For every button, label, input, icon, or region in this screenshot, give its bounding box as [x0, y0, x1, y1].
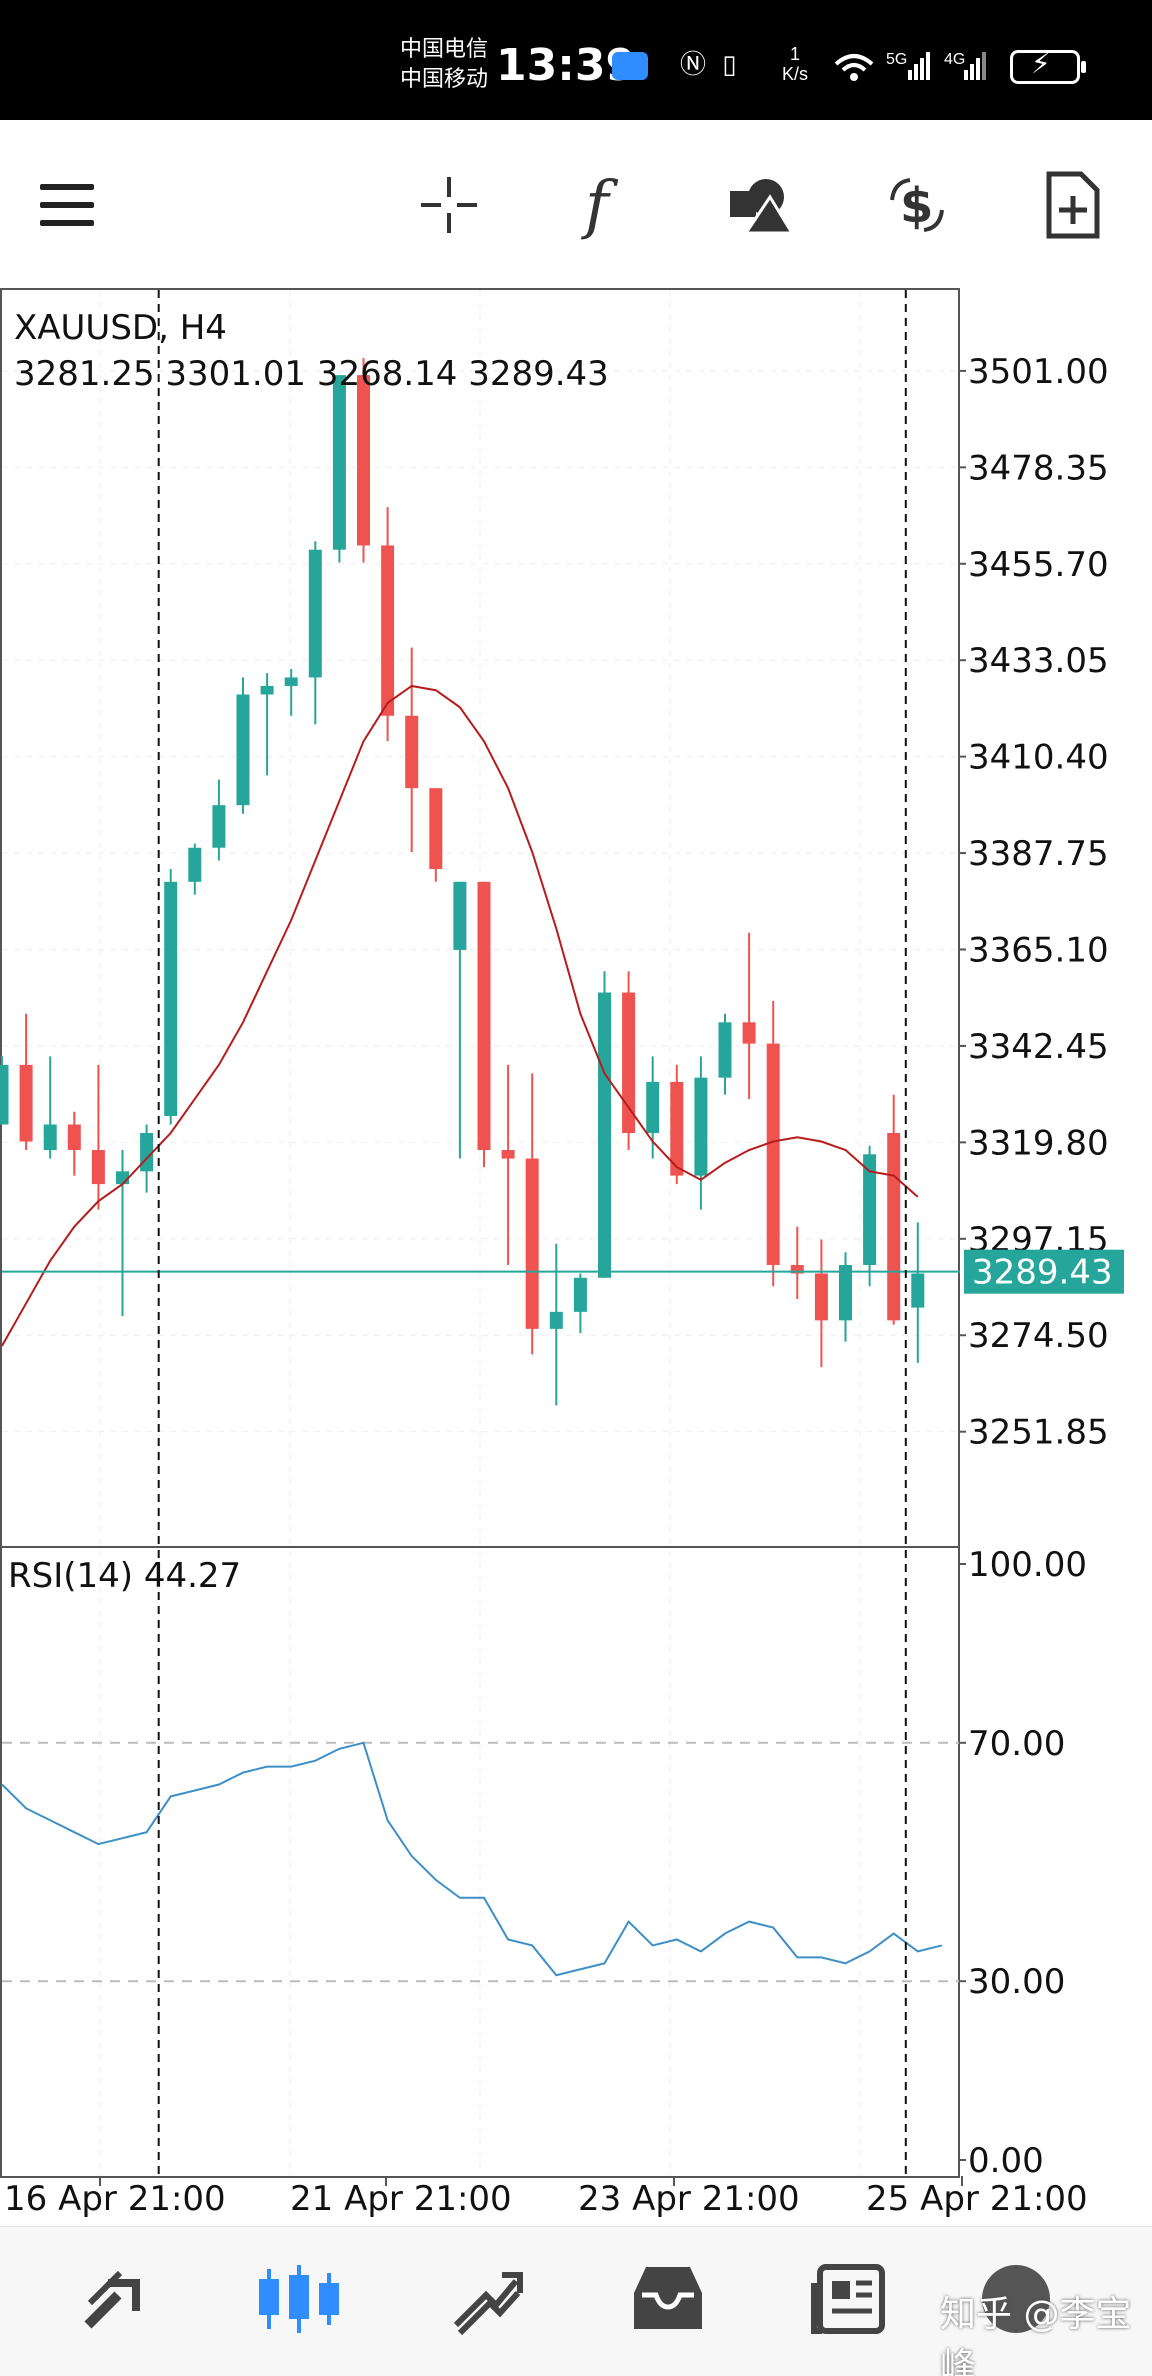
candle-body	[188, 847, 202, 882]
price-chart[interactable]: 3501.00 3478.35 3455.70 3433.05 3410.40 3387.…	[0, 288, 1152, 2224]
price-tick-label: 3319.80	[968, 1123, 1109, 1163]
candle-body	[790, 1264, 804, 1274]
current-price-tag	[964, 1249, 1124, 1294]
candle-body	[260, 685, 274, 695]
nfc-vibrate-icons: Ⓝ ▯	[680, 50, 741, 80]
candle-body	[164, 881, 178, 1116]
objects-icon[interactable]	[716, 160, 806, 250]
trade-nav-icon[interactable]	[436, 2249, 536, 2349]
price-tick-label: 3478.35	[968, 448, 1109, 488]
candle-body	[357, 375, 370, 546]
price-tick-label: 3365.10	[968, 931, 1109, 971]
time-axis-label: 21 Apr 21:00	[290, 2179, 512, 2219]
price-tick-label: 3387.75	[968, 834, 1109, 874]
candle-body	[405, 715, 419, 789]
rsi-tick-label: 70.00	[968, 1724, 1065, 1764]
candle-body	[646, 1081, 660, 1134]
bottom-navigation: 知乎 @李宝峰	[0, 2226, 1152, 2376]
svg-text:f: f	[581, 170, 619, 240]
candle-body	[332, 375, 346, 550]
current-price-tag-label: 3289.43	[972, 1253, 1113, 1293]
candle-body	[381, 545, 395, 716]
candle-body	[91, 1150, 105, 1185]
symbol-timeframe: XAUUSD, H4	[14, 308, 227, 348]
crosshair-icon[interactable]	[404, 160, 494, 250]
candle-body	[814, 1273, 828, 1321]
price-tick-label: 3410.40	[968, 738, 1109, 778]
trade-icon[interactable]: $	[872, 160, 962, 250]
rsi-tick-label: 0.00	[968, 2141, 1044, 2181]
signal-4g-label: 4G	[944, 51, 965, 68]
signal-5g-label: 5G	[886, 51, 907, 68]
candle-body	[766, 1043, 780, 1265]
candle-body	[140, 1133, 154, 1172]
time-axis-label: 25 Apr 21:00	[866, 2179, 1088, 2219]
rsi-tick-label: 100.00	[968, 1545, 1087, 1585]
net-speed-value: 1	[790, 44, 801, 64]
candle-body	[718, 1022, 732, 1078]
battery-charging-icon: ⚡	[1010, 48, 1086, 84]
news-icon[interactable]	[800, 2249, 900, 2349]
price-tick-label: 3342.45	[968, 1027, 1109, 1067]
candle-body	[284, 677, 298, 686]
rsi-label: RSI(14) 44.27	[8, 1556, 242, 1596]
candle-body	[694, 1077, 708, 1176]
function-icon[interactable]: f	[560, 160, 650, 250]
net-speed-unit: K/s	[782, 64, 809, 84]
carrier-2: 中国移动	[400, 66, 489, 91]
candle-body	[622, 992, 636, 1134]
ohlc-values: 3281.25 3301.01 3268.14 3289.43	[14, 354, 609, 394]
candle-body	[742, 1022, 756, 1044]
new-order-icon[interactable]	[1028, 160, 1118, 250]
moving-average-line	[1, 684, 919, 1347]
time-axis-label: 23 Apr 21:00	[578, 2179, 800, 2219]
signal-icons: 5G 4G	[834, 51, 986, 81]
quotes-icon[interactable]	[64, 2249, 164, 2349]
price-tick-label: 3251.85	[968, 1413, 1109, 1453]
price-tick-label: 3274.50	[968, 1316, 1109, 1356]
candle-body	[236, 694, 250, 806]
candle-body	[116, 1171, 129, 1185]
chart-area[interactable]: 3501.00 3478.35 3455.70 3433.05 3410.40 3387.…	[0, 288, 1152, 2224]
candle-body	[598, 992, 611, 1278]
chart-icon[interactable]	[250, 2249, 350, 2349]
price-tick-label: 3455.70	[968, 545, 1109, 585]
cloud-icon	[612, 52, 648, 80]
carrier-info: 中国电信 中国移动	[400, 34, 488, 94]
history-icon[interactable]	[618, 2249, 718, 2349]
chart-toolbar: f $	[0, 120, 1152, 290]
candle-body	[19, 1064, 33, 1142]
price-tick-label: 3433.05	[968, 641, 1109, 681]
candle-body	[839, 1264, 852, 1321]
settings-icon[interactable]	[966, 2249, 1066, 2349]
time-axis-label: 16 Apr 21:00	[4, 2179, 226, 2219]
candle-body	[911, 1273, 925, 1308]
candle-body	[525, 1158, 539, 1329]
candle-body	[670, 1081, 684, 1176]
candle-body	[453, 881, 467, 950]
candle-body	[573, 1277, 587, 1312]
net-speed: 1 K/s	[782, 44, 808, 84]
candle-body	[501, 1150, 515, 1159]
candle-body	[887, 1133, 901, 1321]
candle-body	[212, 805, 226, 848]
rsi-pane-frame	[0, 1546, 960, 2178]
candle-body	[549, 1311, 563, 1329]
candle-body	[429, 788, 443, 870]
candle-body	[863, 1154, 877, 1265]
svg-text:$: $	[900, 178, 933, 234]
rsi-tick-label: 30.00	[968, 1962, 1065, 2002]
candle-body	[43, 1124, 57, 1151]
menu-icon[interactable]	[16, 160, 106, 250]
status-bar: 中国电信 中国移动 13:39 Ⓝ ▯ 1 K/s 5G 4G ⚡	[0, 0, 1152, 120]
rsi-line	[1, 1741, 943, 1977]
candle-body	[0, 1064, 9, 1125]
candle-body	[67, 1124, 81, 1151]
candle-body	[308, 549, 322, 678]
price-tick-label: 3501.00	[968, 352, 1109, 392]
watermark: 知乎 @李宝峰	[940, 2294, 1132, 2376]
carrier-1: 中国电信	[400, 36, 489, 61]
candle-body	[477, 881, 491, 1151]
